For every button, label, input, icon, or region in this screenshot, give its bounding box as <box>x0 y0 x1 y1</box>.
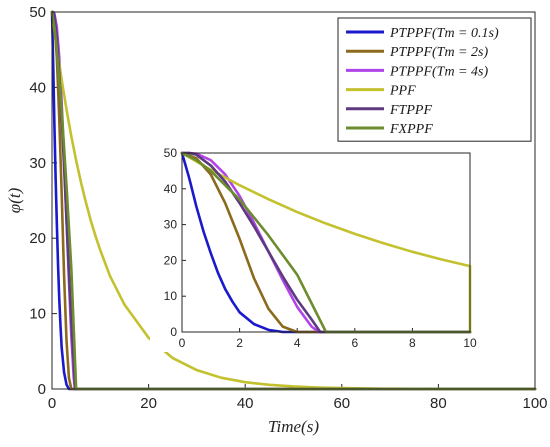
legend-label: FTPPF <box>389 103 432 118</box>
inset-y-tick-label: 30 <box>164 218 178 232</box>
inset-x-tick-label: 2 <box>236 336 243 350</box>
x-tick-label: 40 <box>237 395 254 412</box>
y-tick-label: 40 <box>29 79 46 96</box>
inset-x-tick-label: 6 <box>351 336 358 350</box>
legend-label: PTPPF(Tm = 4s) <box>389 64 488 79</box>
y-tick-label: 10 <box>29 306 46 323</box>
inset-y-tick-label: 40 <box>164 182 178 196</box>
inset-plot-frame <box>181 152 471 333</box>
series-line-0 <box>180 151 472 334</box>
y-tick-label: 0 <box>38 381 46 398</box>
x-tick-label: 20 <box>140 395 157 412</box>
inset-background <box>150 145 482 352</box>
series-line-0 <box>50 10 537 391</box>
main-plot-frame <box>51 11 536 390</box>
y-tick-label: 50 <box>29 4 46 21</box>
inset-x-tick-label: 8 <box>409 336 416 350</box>
inset-x-tick-label: 0 <box>179 336 186 350</box>
inset-x-tick-label: 10 <box>463 336 477 350</box>
legend-label: PTPPF(Tm = 2s) <box>389 45 488 60</box>
x-axis-title: Time(s) <box>268 417 319 436</box>
inset-y-tick-label: 50 <box>164 146 178 160</box>
x-tick-label: 0 <box>48 395 56 412</box>
inset-y-tick-label: 20 <box>164 253 178 267</box>
inset-y-tick-label: 10 <box>164 289 178 303</box>
legend-label: PTPPF(Tm = 0.1s) <box>389 26 499 41</box>
legend-label: FXPPF <box>389 122 433 137</box>
series-line-4 <box>180 151 472 334</box>
x-tick-label: 80 <box>430 395 447 412</box>
inset-chart: 0 2 4 6 8 10 0 10 20 30 40 50 <box>150 145 482 352</box>
legend: PTPPF(Tm = 0.1s) PTPPF(Tm = 2s) PTPPF(Tm =… <box>337 17 532 142</box>
y-axis-title: φ(t) <box>5 187 24 213</box>
inset-y-tick-label: 0 <box>170 325 177 339</box>
series-line-5 <box>180 151 472 334</box>
series-line-5 <box>50 10 537 391</box>
inset-x-tick-label: 4 <box>294 336 301 350</box>
inset-tick-group: 0 2 4 6 8 10 0 10 20 30 40 50 <box>164 146 477 350</box>
y-tick-label: 20 <box>29 230 46 247</box>
legend-label: PPF <box>389 84 416 99</box>
legend-box <box>337 17 532 142</box>
y-tick-label: 30 <box>29 155 46 172</box>
x-tick-label: 100 <box>522 395 547 412</box>
x-tick-label: 60 <box>333 395 350 412</box>
main-series-group <box>50 10 537 391</box>
